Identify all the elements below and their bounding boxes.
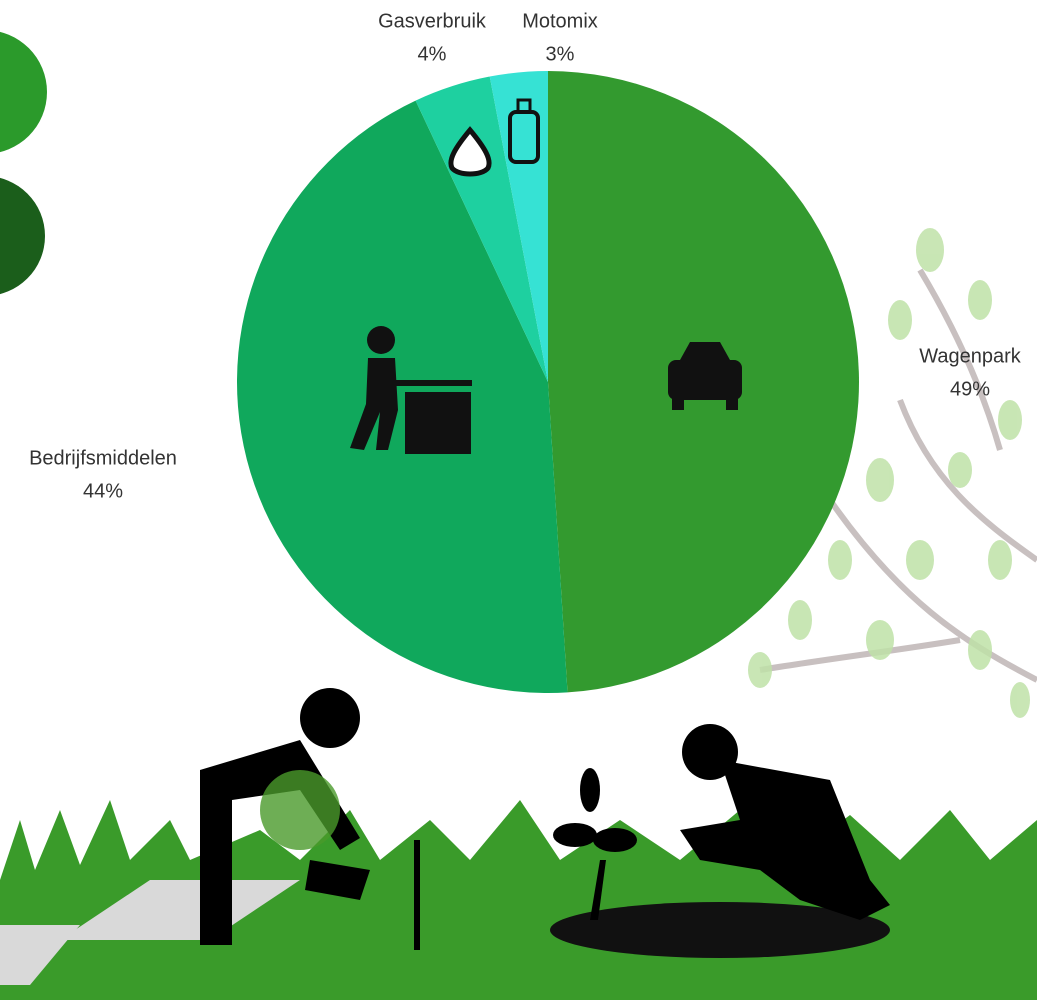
slice-percent: 4% <box>418 43 447 65</box>
infographic: Wagenpark 49% Bedrijfsmiddelen 44% Gasverbru… <box>0 0 1037 1000</box>
slice-percent: 49% <box>950 378 990 400</box>
slice-label: Gasverbruik <box>378 10 487 32</box>
slice-percent: 44% <box>83 480 123 502</box>
slice-percent: 3% <box>546 43 575 65</box>
slice-label: Wagenpark <box>919 345 1022 367</box>
slice-label: Motomix <box>522 10 598 32</box>
slice-label: Bedrijfsmiddelen <box>29 447 177 469</box>
pie <box>237 71 859 693</box>
